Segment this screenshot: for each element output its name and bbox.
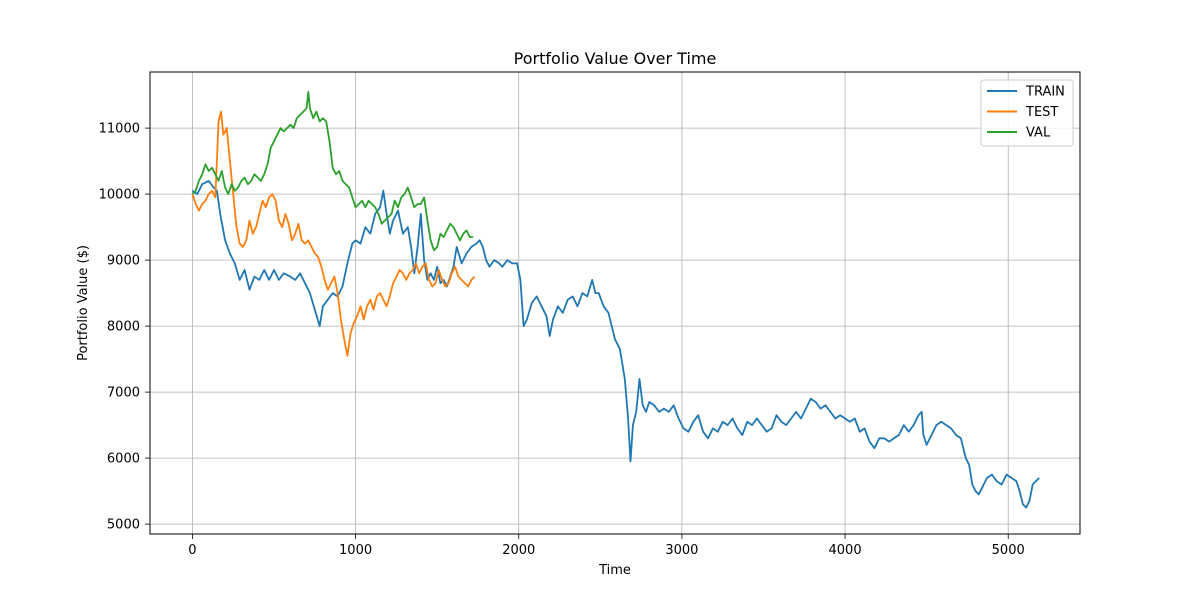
- series-line-val: [191, 90, 474, 252]
- axis-ticks: 0 1000 2000 3000 4000 5000 5000 6000 7000 8000 900…: [99, 122, 1025, 558]
- y-tick-label: 5000: [107, 518, 140, 533]
- plot-frame: [149, 71, 1081, 535]
- y-tick-label: 11000: [99, 122, 140, 137]
- legend-label-test: TEST: [1025, 105, 1058, 120]
- y-axis-label: Portfolio Value ($): [76, 245, 91, 361]
- x-tick-label: 4000: [829, 543, 862, 558]
- y-tick-label: 6000: [107, 452, 140, 467]
- y-tick-label: 10000: [99, 188, 140, 203]
- legend-label-train: TRAIN: [1025, 85, 1065, 100]
- y-tick-label: 7000: [107, 386, 140, 401]
- x-tick-label: 1000: [339, 543, 372, 558]
- series-lines: [191, 90, 1040, 509]
- x-tick-label: 5000: [992, 543, 1025, 558]
- x-tick-label: 2000: [502, 543, 535, 558]
- y-tick-label: 8000: [107, 320, 140, 335]
- series-line-train: [191, 180, 1040, 509]
- x-axis-label: Time: [598, 563, 631, 578]
- legend-label-val: VAL: [1026, 126, 1051, 141]
- x-tick-label: 0: [188, 543, 196, 558]
- y-tick-label: 9000: [107, 254, 140, 269]
- grid-lines: [150, 72, 1080, 534]
- chart-title: Portfolio Value Over Time: [514, 49, 717, 68]
- legend-box: [980, 79, 1074, 147]
- x-tick-label: 3000: [665, 543, 698, 558]
- legend: TRAIN TEST VAL: [980, 79, 1074, 147]
- series-line-test: [191, 110, 476, 357]
